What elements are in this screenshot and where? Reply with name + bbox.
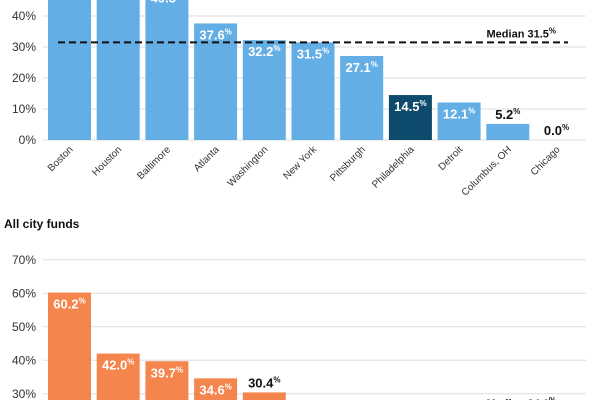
bottom-chart: 30% 40% 50% 60% 70% 60.2% 42.0% 39.7% 34.6% 30.4%… — [12, 253, 586, 400]
data-label: 34.6% — [199, 382, 231, 397]
data-label: 14.5% — [394, 99, 426, 114]
data-label: 49.5% — [151, 0, 183, 6]
bar-item-5 — [242, 392, 286, 400]
data-label: 31.5% — [297, 46, 329, 61]
y-tick-label: 70% — [12, 253, 36, 267]
bar-new-york — [291, 42, 335, 140]
y-tick-label: 60% — [12, 286, 36, 300]
y-tick-label: 40% — [12, 9, 36, 23]
bar-houston — [96, 0, 140, 140]
y-tick-label: 50% — [12, 320, 36, 334]
bar-item-1 — [48, 292, 91, 400]
bar-pittsburgh — [340, 55, 384, 140]
data-label: 30.4% — [248, 375, 280, 390]
y-tick-label: 30% — [12, 40, 36, 54]
y-tick-label: 40% — [12, 353, 36, 367]
bar-philadelphia — [388, 95, 432, 140]
median-label: Median 24.6% — [487, 396, 556, 400]
data-label: 42.0% — [102, 358, 134, 373]
bar-detroit — [437, 102, 481, 140]
y-tick-label: 20% — [12, 71, 36, 85]
data-label: 27.1% — [345, 60, 377, 75]
bar-columbus-oh — [486, 123, 530, 140]
bottom-chart-title: All city funds — [4, 217, 80, 231]
bar-washington — [242, 40, 286, 140]
bar-baltimore — [145, 0, 189, 140]
bar-boston — [48, 0, 91, 140]
bar-item-2 — [96, 353, 140, 400]
data-label: 50.3% — [102, 0, 134, 3]
data-label: 60.2% — [53, 297, 85, 312]
bar-item-3 — [145, 361, 189, 400]
data-label: 37.6% — [199, 27, 231, 42]
median-label: Median 31.5% — [487, 26, 556, 40]
y-tick-label: 0% — [19, 133, 37, 147]
y-tick-label: 30% — [12, 387, 36, 400]
data-label: 5.2% — [495, 107, 520, 122]
y-tick-label: 10% — [12, 102, 36, 116]
data-label: 0.0% — [544, 123, 569, 138]
bar-item-4 — [194, 378, 238, 400]
data-label: 32.2% — [248, 44, 280, 59]
data-label: 39.7% — [151, 365, 183, 380]
data-label: 12.1% — [443, 106, 475, 121]
